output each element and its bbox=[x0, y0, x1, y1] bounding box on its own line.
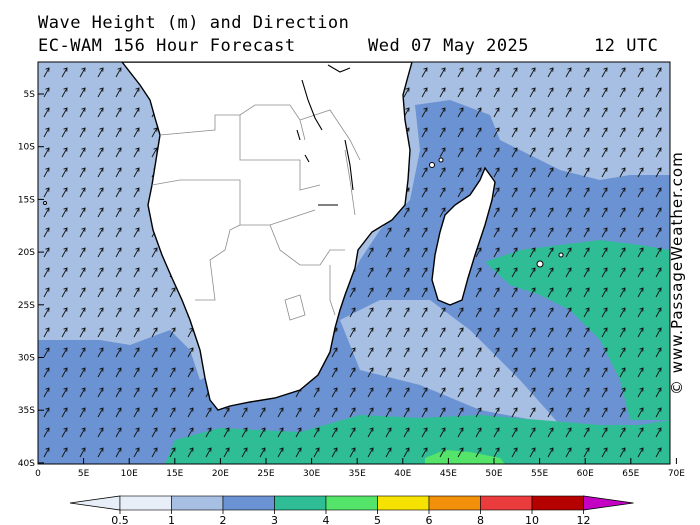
lon-label: 10E bbox=[121, 469, 138, 479]
legend-label: 1 bbox=[168, 514, 175, 525]
small-islands bbox=[43, 157, 564, 268]
legend-label: 8 bbox=[477, 514, 484, 525]
lon-label: 35E bbox=[349, 469, 366, 479]
legend-label: 4 bbox=[323, 514, 330, 525]
lon-label: 50E bbox=[485, 469, 502, 479]
lon-label: 5E bbox=[78, 469, 90, 479]
legend-min-arrow bbox=[69, 495, 121, 511]
madagascar bbox=[431, 166, 496, 306]
chart-title: Wave Height (m) and Direction bbox=[38, 13, 350, 33]
latitude-axis: 5S 10S 15S 20S 25S 30S 35S 40S bbox=[18, 90, 44, 469]
lat-label: 25S bbox=[18, 301, 35, 311]
lat-label: 30S bbox=[18, 354, 35, 364]
lon-label: 25E bbox=[257, 469, 274, 479]
legend-label: 0.5 bbox=[111, 514, 129, 525]
color-legend: 0.5 1 2 3 4 5 6 8 10 12 bbox=[69, 495, 634, 525]
lat-label: 15S bbox=[18, 195, 35, 205]
lat-label: 5S bbox=[24, 90, 36, 100]
lon-label: 15E bbox=[166, 469, 183, 479]
lon-label: 65E bbox=[622, 469, 639, 479]
legend-swatch bbox=[171, 495, 224, 511]
country-borders bbox=[151, 104, 361, 321]
legend-label: 3 bbox=[271, 514, 278, 525]
longitude-axis: 0 5E 10E 15E 20E 25E 30E 35E 40E 45E 50E 55E 60E 65E 7… bbox=[35, 458, 685, 479]
legend-swatch bbox=[325, 495, 378, 511]
lat-label: 40S bbox=[18, 459, 35, 469]
lat-label: 20S bbox=[18, 248, 35, 258]
lon-label: 40E bbox=[394, 469, 411, 479]
lon-label: 0 bbox=[35, 469, 41, 479]
forecast-time: 12 UTC bbox=[594, 36, 659, 56]
lon-label: 20E bbox=[212, 469, 229, 479]
legend-swatch bbox=[377, 495, 430, 511]
legend-swatch bbox=[480, 495, 533, 511]
lakes bbox=[296, 64, 354, 206]
legend-swatch bbox=[531, 495, 584, 511]
lon-label: 55E bbox=[531, 469, 548, 479]
africa-landmass bbox=[121, 62, 413, 411]
lon-label: 45E bbox=[440, 469, 457, 479]
legend-swatch bbox=[428, 495, 481, 511]
legend-label: 10 bbox=[525, 514, 539, 525]
forecast-model: EC-WAM 156 Hour Forecast bbox=[38, 36, 296, 56]
lon-label: 30E bbox=[303, 469, 320, 479]
legend-swatch bbox=[222, 495, 275, 511]
legend-label: 2 bbox=[220, 514, 227, 525]
legend-swatch bbox=[274, 495, 327, 511]
map-frame bbox=[37, 61, 671, 465]
lon-label: 60E bbox=[577, 469, 594, 479]
lat-label: 10S bbox=[18, 143, 35, 153]
legend-max-arrow bbox=[583, 495, 634, 511]
legend-label: 5 bbox=[374, 514, 381, 525]
forecast-date: Wed 07 May 2025 bbox=[368, 36, 530, 56]
legend-label: 6 bbox=[426, 514, 433, 525]
legend-swatch bbox=[119, 495, 172, 511]
lat-label: 35S bbox=[18, 406, 35, 416]
legend-label: 12 bbox=[577, 514, 591, 525]
lon-label: 70E bbox=[668, 469, 685, 479]
